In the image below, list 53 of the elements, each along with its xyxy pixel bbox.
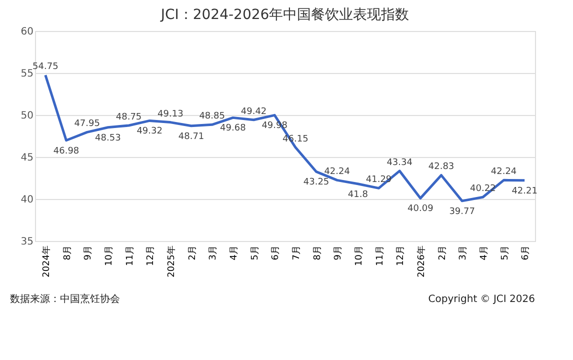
data-label: 42.24 — [324, 167, 350, 178]
y-tick-label: 50 — [20, 110, 34, 122]
data-label: 47.95 — [74, 119, 100, 130]
data-label: 42.24 — [490, 167, 517, 178]
x-tick-label: 11月 — [375, 246, 386, 266]
data-label: 41.8 — [348, 190, 368, 200]
x-tick-label: 6月 — [271, 246, 282, 260]
data-label: 43.25 — [303, 178, 330, 188]
x-tick-label: 3月 — [208, 246, 219, 260]
x-tick-label: 2026年 — [416, 246, 427, 278]
x-tick-label: 8月 — [62, 246, 73, 260]
data-label: 43.34 — [386, 158, 413, 168]
data-label: 49.42 — [240, 106, 267, 117]
x-tick-label: 5月 — [500, 246, 510, 260]
data-label: 49.68 — [220, 124, 246, 134]
y-tick-label: 40 — [20, 194, 34, 206]
x-tick-label: 5月 — [250, 246, 260, 260]
y-tick-label: 60 — [20, 26, 34, 38]
x-tick-label: 2025年 — [166, 246, 177, 278]
x-tick-label: 12月 — [146, 246, 156, 266]
x-tick-label: 10月 — [104, 246, 114, 266]
x-tick-label: 10月 — [354, 246, 364, 266]
x-tick-label: 2024年 — [40, 246, 52, 278]
x-tick-label: 8月 — [312, 246, 323, 260]
source-note: 数据来源：中国烹饪协会 — [10, 293, 120, 305]
data-label: 39.77 — [449, 206, 475, 217]
x-tick-label: 9月 — [84, 246, 94, 260]
x-tick-label: 3月 — [458, 246, 469, 260]
x-tick-label: 9月 — [334, 246, 344, 260]
data-label: 54.75 — [32, 62, 58, 72]
data-label: 48.53 — [95, 133, 121, 144]
y-tick-label: 35 — [20, 236, 34, 248]
data-label: 42.21 — [512, 186, 538, 196]
data-label: 42.83 — [428, 162, 454, 172]
y-tick-label: 45 — [20, 152, 34, 164]
x-tick-label: 12月 — [396, 246, 406, 266]
data-label: 40.09 — [408, 204, 434, 214]
data-label: 49.13 — [158, 109, 184, 120]
x-tick-label: 7月 — [292, 246, 302, 260]
data-label: 49.32 — [136, 126, 162, 137]
x-tick-label: 11月 — [125, 246, 136, 266]
data-label: 46.98 — [53, 146, 80, 156]
x-tick-label: 2月 — [438, 246, 448, 260]
x-tick-label: 6月 — [521, 246, 532, 260]
data-label: 48.75 — [116, 112, 142, 122]
x-tick-label: 4月 — [229, 246, 240, 260]
x-tick-label: 4月 — [479, 246, 490, 260]
data-label: 48.71 — [178, 132, 204, 142]
y-tick-label: 55 — [20, 68, 34, 80]
text: Copyright © JCI 2026 — [428, 294, 535, 305]
data-label: 48.85 — [199, 112, 225, 122]
chart-title: JCI：2024-2026年中国餐饮业表现指数 — [160, 7, 410, 23]
x-tick-label: 2月 — [188, 246, 198, 260]
